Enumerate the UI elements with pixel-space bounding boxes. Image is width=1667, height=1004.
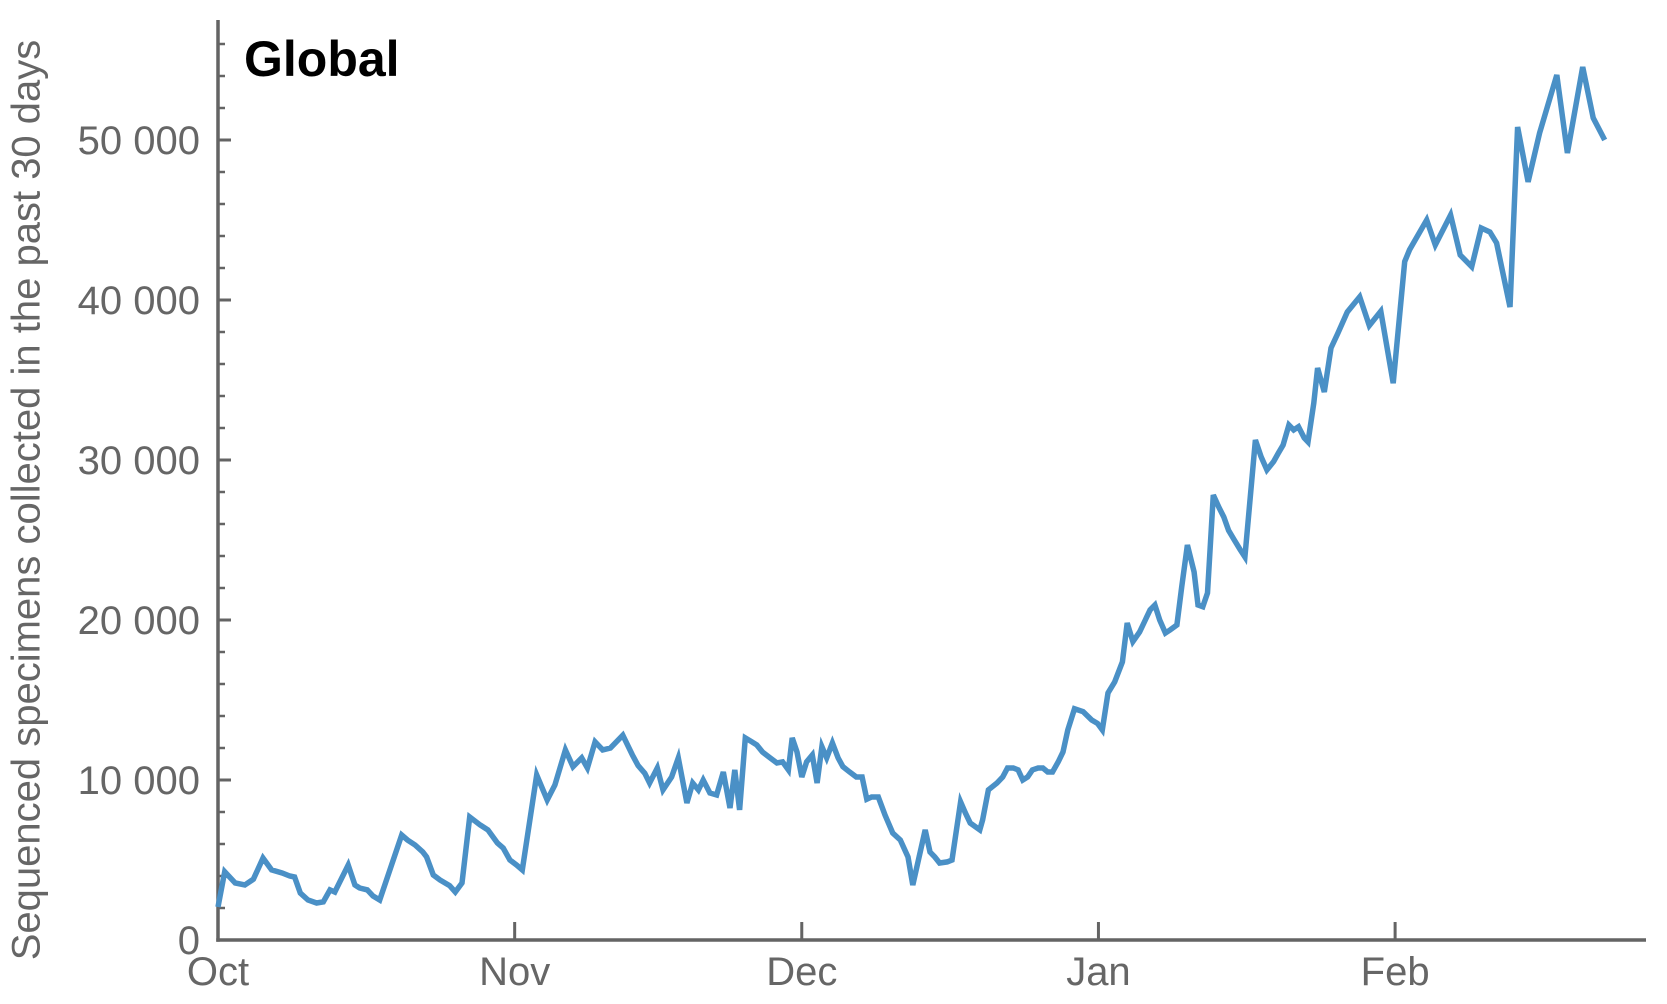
y-tick-label: 30 000: [78, 439, 200, 483]
y-tick-label: 50 000: [78, 119, 200, 163]
x-tick-label: Nov: [479, 950, 550, 994]
y-tick-label: 0: [178, 919, 200, 963]
x-tick-label: Feb: [1361, 950, 1430, 994]
y-tick-label: 10 000: [78, 759, 200, 803]
y-tick-label: 40 000: [78, 279, 200, 323]
x-tick-label: Dec: [766, 950, 837, 994]
chart-title: Global: [244, 31, 400, 87]
data-line-global: [215, 66, 1608, 908]
y-axis-title: Sequenced specimens collected in the pas…: [4, 39, 49, 961]
x-tick-label: Jan: [1066, 950, 1131, 994]
x-tick-label: Oct: [187, 950, 249, 994]
y-tick-label: 20 000: [78, 599, 200, 643]
